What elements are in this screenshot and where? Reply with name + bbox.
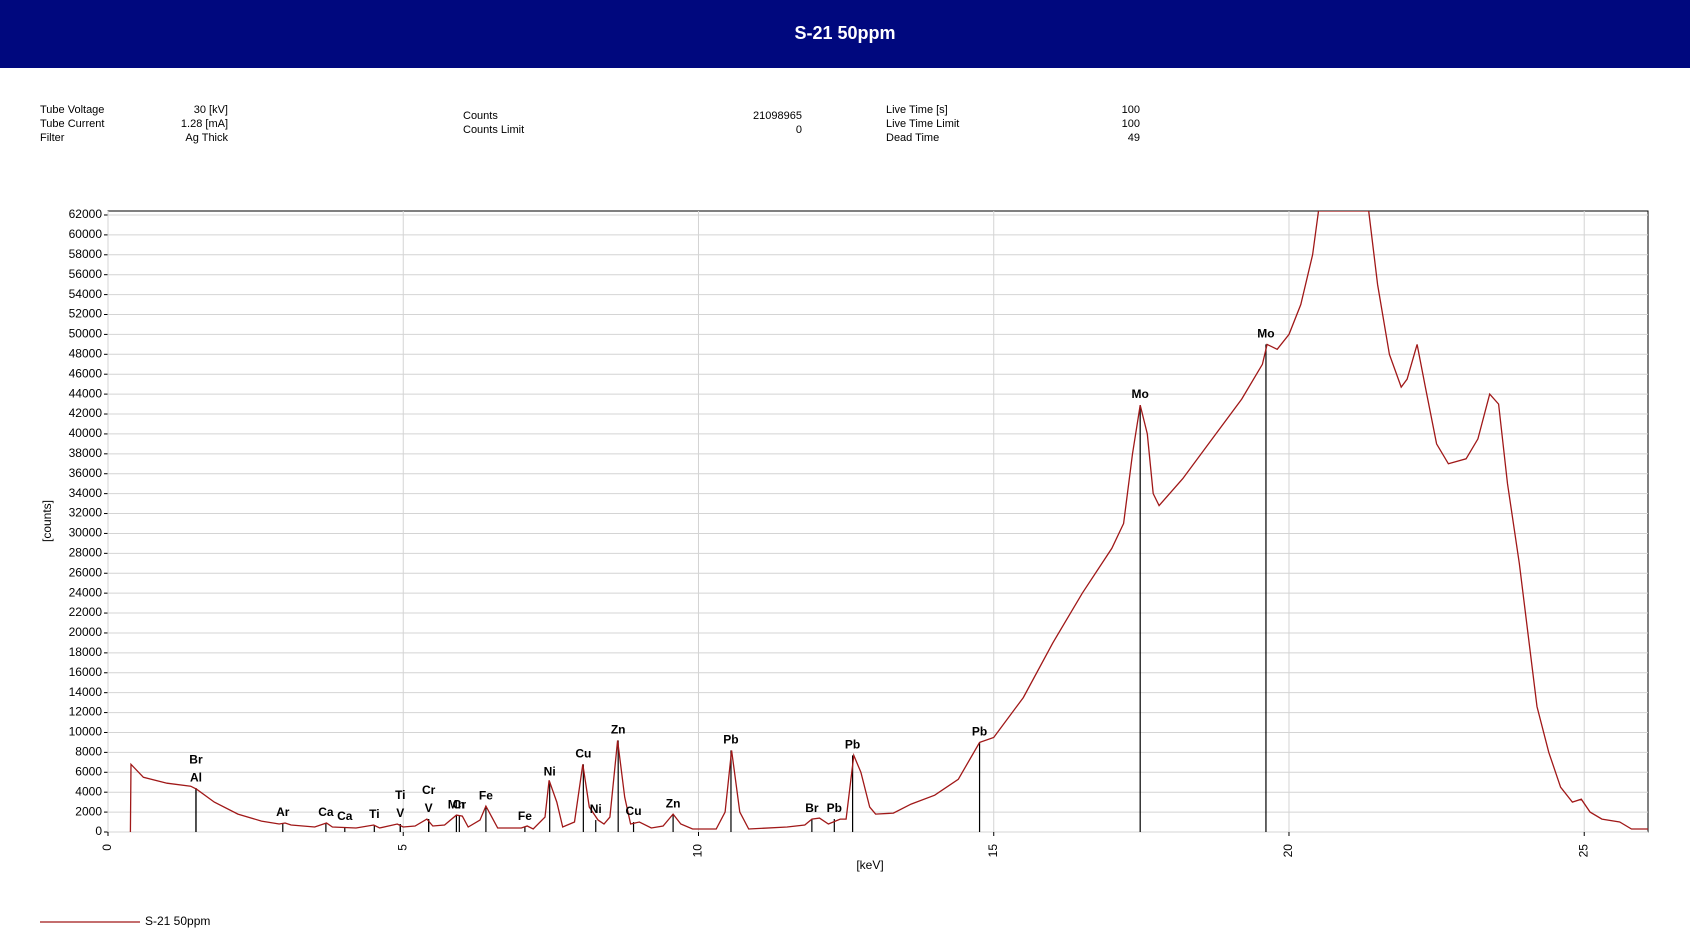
info-label: Dead Time (886, 132, 939, 144)
y-tick-label: 56000 (69, 267, 103, 281)
x-tick-label: 20 (1281, 844, 1295, 858)
peak-label: Ca (318, 805, 334, 819)
y-tick-label: 40000 (69, 426, 103, 440)
y-tick-label: 4000 (75, 784, 102, 798)
peak-label: Br (189, 752, 203, 766)
peak-label: Cr (453, 797, 467, 811)
peak-label: Ti (369, 807, 379, 821)
y-tick-label: 28000 (69, 546, 103, 560)
info-label: Live Time Limit (886, 118, 959, 130)
x-tick-label: 5 (395, 844, 409, 851)
peak-label: Cr (422, 783, 436, 797)
chart-title: S-21 50ppm (794, 23, 895, 43)
y-tick-label: 0 (95, 824, 102, 838)
peak-label: Br (805, 801, 819, 815)
y-tick-label: 46000 (69, 366, 103, 380)
peak-label: Mn (448, 797, 465, 811)
info-value: 0 (796, 124, 802, 136)
info-label: Counts Limit (463, 124, 524, 136)
peak-label: Pb (845, 738, 860, 752)
y-axis-label: [counts] (40, 500, 54, 542)
peak-label: V (396, 806, 404, 820)
info-value: 1.28 [mA] (181, 118, 228, 130)
y-tick-label: 42000 (69, 406, 103, 420)
x-tick-label: 0 (100, 844, 114, 851)
peak-label: Ar (276, 805, 290, 819)
peak-label: Pb (723, 733, 738, 747)
peak-label: V (425, 801, 433, 815)
peak-label: Ni (590, 802, 602, 816)
y-tick-label: 26000 (69, 565, 103, 579)
y-tick-label: 44000 (69, 386, 103, 400)
y-tick-label: 12000 (69, 705, 103, 719)
y-tick-label: 54000 (69, 287, 103, 301)
y-tick-label: 8000 (75, 745, 102, 759)
plot-clip (129, 211, 1648, 832)
info-value: Ag Thick (185, 132, 228, 144)
y-tick-label: 50000 (69, 327, 103, 341)
info-label: Live Time [s] (886, 104, 948, 116)
y-tick-label: 48000 (69, 346, 103, 360)
y-tick-label: 10000 (69, 725, 103, 739)
y-tick-label: 58000 (69, 247, 103, 261)
x-axis-label: [keV] (856, 858, 883, 872)
info-value: 49 (1128, 132, 1140, 144)
info-label: Tube Current (40, 118, 104, 130)
y-tick-label: 62000 (69, 207, 103, 221)
y-tick-label: 16000 (69, 665, 103, 679)
peak-label: Zn (611, 723, 626, 737)
x-tick-label: 15 (986, 844, 1000, 858)
y-tick-label: 36000 (69, 466, 103, 480)
y-tick-label: 34000 (69, 486, 103, 500)
y-tick-label: 52000 (69, 307, 103, 321)
peak-label: Fe (479, 788, 493, 802)
y-tick-label: 32000 (69, 506, 103, 520)
y-tick-label: 24000 (69, 585, 103, 599)
legend-label: S-21 50ppm (145, 914, 210, 928)
y-tick-label: 30000 (69, 526, 103, 540)
y-tick-label: 38000 (69, 446, 103, 460)
peak-label: Al (190, 770, 202, 784)
y-tick-label: 20000 (69, 625, 103, 639)
peak-label: Pb (827, 801, 842, 815)
peak-label: Fe (518, 809, 532, 823)
peak-label: Ti (395, 788, 405, 802)
y-tick-label: 18000 (69, 645, 103, 659)
info-label: Filter (40, 132, 65, 144)
peak-label: Zn (666, 796, 681, 810)
peak-label: Mo (1257, 327, 1274, 341)
info-value: 21098965 (753, 110, 802, 122)
y-tick-label: 22000 (69, 605, 103, 619)
peak-label: Ni (544, 764, 556, 778)
peak-label: Ca (337, 809, 353, 823)
y-tick-label: 2000 (75, 804, 102, 818)
plot-area (107, 210, 1649, 833)
spectrum-line (129, 211, 1648, 832)
peak-label: Cu (626, 804, 642, 818)
info-label: Counts (463, 110, 498, 122)
info-value: 100 (1122, 118, 1140, 130)
info-value: 100 (1122, 104, 1140, 116)
y-tick-label: 60000 (69, 227, 103, 241)
info-value: 30 [kV] (194, 104, 228, 116)
y-tick-label: 6000 (75, 764, 102, 778)
peak-label: Cu (575, 746, 591, 760)
info-label: Tube Voltage (40, 104, 104, 116)
x-tick-label: 25 (1576, 844, 1590, 858)
peak-label: Mo (1132, 387, 1149, 401)
peak-label: Pb (972, 725, 987, 739)
y-tick-label: 14000 (69, 685, 103, 699)
x-tick-label: 10 (691, 844, 705, 858)
header-bar (0, 0, 1690, 68)
